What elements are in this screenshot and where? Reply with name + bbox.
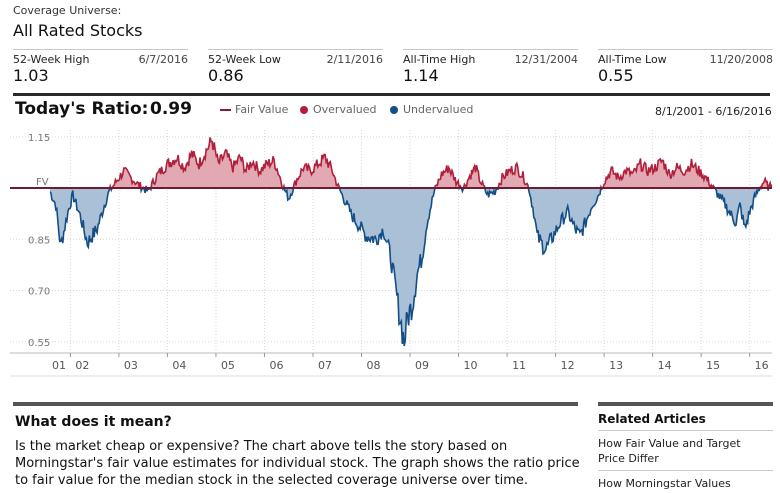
x-tick-label: 01 xyxy=(52,359,66,372)
coverage-universe-select[interactable]: All Rated Stocks xyxy=(13,21,143,40)
x-tick-label: 16 xyxy=(755,359,769,372)
related-article-link[interactable]: How Morningstar Values xyxy=(598,477,731,490)
ratio-chart[interactable]: FV 1.15 0.85 0.70 0.55 01 02 03 04 05 06 07 08 09 10… xyxy=(0,120,780,382)
fv-label: FV xyxy=(36,177,49,188)
coverage-label: Coverage Universe: xyxy=(13,4,122,17)
stat-date: 2/11/2016 xyxy=(326,53,383,66)
chart-areas xyxy=(50,137,772,346)
legend-overvalued[interactable]: Overvalued xyxy=(300,103,377,116)
stat-all-time-high: All-Time High 12/31/2004 1.14 xyxy=(403,49,578,89)
chart-lines xyxy=(50,137,772,347)
x-tick-label: 04 xyxy=(172,359,186,372)
related-articles-heading: Related Articles xyxy=(598,412,706,426)
x-tick-label: 15 xyxy=(706,359,720,372)
explainer-body: Is the market cheap or expensive? The ch… xyxy=(15,439,580,488)
related-separator xyxy=(598,470,773,471)
x-tick-label: 09 xyxy=(415,359,429,372)
stat-label: All-Time Low xyxy=(598,53,667,66)
legend-label: Fair Value xyxy=(235,103,289,116)
undervalued-area xyxy=(50,188,772,346)
todays-ratio-label: Today's Ratio: xyxy=(15,99,149,119)
x-tick-label: 03 xyxy=(124,359,138,372)
x-tick-label: 11 xyxy=(512,359,526,372)
legend-undervalued[interactable]: Undervalued xyxy=(390,103,473,116)
y-tick-label: 0.55 xyxy=(28,338,50,349)
y-tick-label: 1.15 xyxy=(28,133,50,144)
stat-label: 52-Week High xyxy=(13,53,90,66)
stat-date: 6/7/2016 xyxy=(138,53,188,66)
fair-value-baseline: FV xyxy=(10,177,772,190)
overvalued-line xyxy=(108,137,772,189)
stat-all-time-low: All-Time Low 11/20/2008 0.55 xyxy=(598,49,773,89)
legend-label: Overvalued xyxy=(313,103,377,116)
explainer-divider xyxy=(13,402,578,406)
y-tick-label: 0.85 xyxy=(28,235,50,246)
stat-value: 0.86 xyxy=(208,66,244,85)
stat-label: 52-Week Low xyxy=(208,53,281,66)
related-separator xyxy=(598,430,773,431)
stat-label: All-Time High xyxy=(403,53,476,66)
x-axis: 01 02 03 04 05 06 07 08 09 10 11 12 13 14 15 16 xyxy=(10,352,772,377)
stat-value: 1.03 xyxy=(13,66,49,85)
stat-52-week-low: 52-Week Low 2/11/2016 0.86 xyxy=(208,49,383,89)
overvalued-area xyxy=(50,137,772,189)
stat-value: 1.14 xyxy=(403,66,439,85)
stat-52-week-high: 52-Week High 6/7/2016 1.03 xyxy=(13,49,188,89)
x-tick-label: 14 xyxy=(658,359,672,372)
x-tick-label: 05 xyxy=(221,359,235,372)
x-tick-label: 02 xyxy=(75,359,89,372)
explainer-heading: What does it mean? xyxy=(15,414,172,430)
legend-fair-value[interactable]: Fair Value xyxy=(220,103,288,116)
undervalued-dot-icon xyxy=(390,105,398,114)
overvalued-dot-icon xyxy=(300,105,308,114)
header-divider xyxy=(13,93,770,96)
legend-label: Undervalued xyxy=(403,103,474,116)
x-tick-label: 06 xyxy=(269,359,283,372)
todays-ratio-value: 0.99 xyxy=(150,99,192,119)
y-tick-label: 0.70 xyxy=(28,287,50,298)
x-tick-label: 07 xyxy=(318,359,332,372)
y-axis-ticks: 1.15 0.85 0.70 0.55 xyxy=(28,133,50,349)
stat-value: 0.55 xyxy=(598,66,634,85)
x-tick-label: 10 xyxy=(464,359,478,372)
x-tick-label: 08 xyxy=(367,359,381,372)
stat-date: 11/20/2008 xyxy=(709,53,773,66)
x-tick-label: 13 xyxy=(609,359,623,372)
x-tick-label: 12 xyxy=(561,359,575,372)
related-divider xyxy=(598,402,773,406)
undervalued-line xyxy=(50,188,772,347)
fair-value-line-icon xyxy=(220,108,231,111)
related-article-link[interactable]: How Fair Value and Target Price Differ xyxy=(598,437,741,465)
stat-date: 12/31/2004 xyxy=(514,53,578,66)
date-range: 8/1/2001 - 6/16/2016 xyxy=(655,105,772,118)
